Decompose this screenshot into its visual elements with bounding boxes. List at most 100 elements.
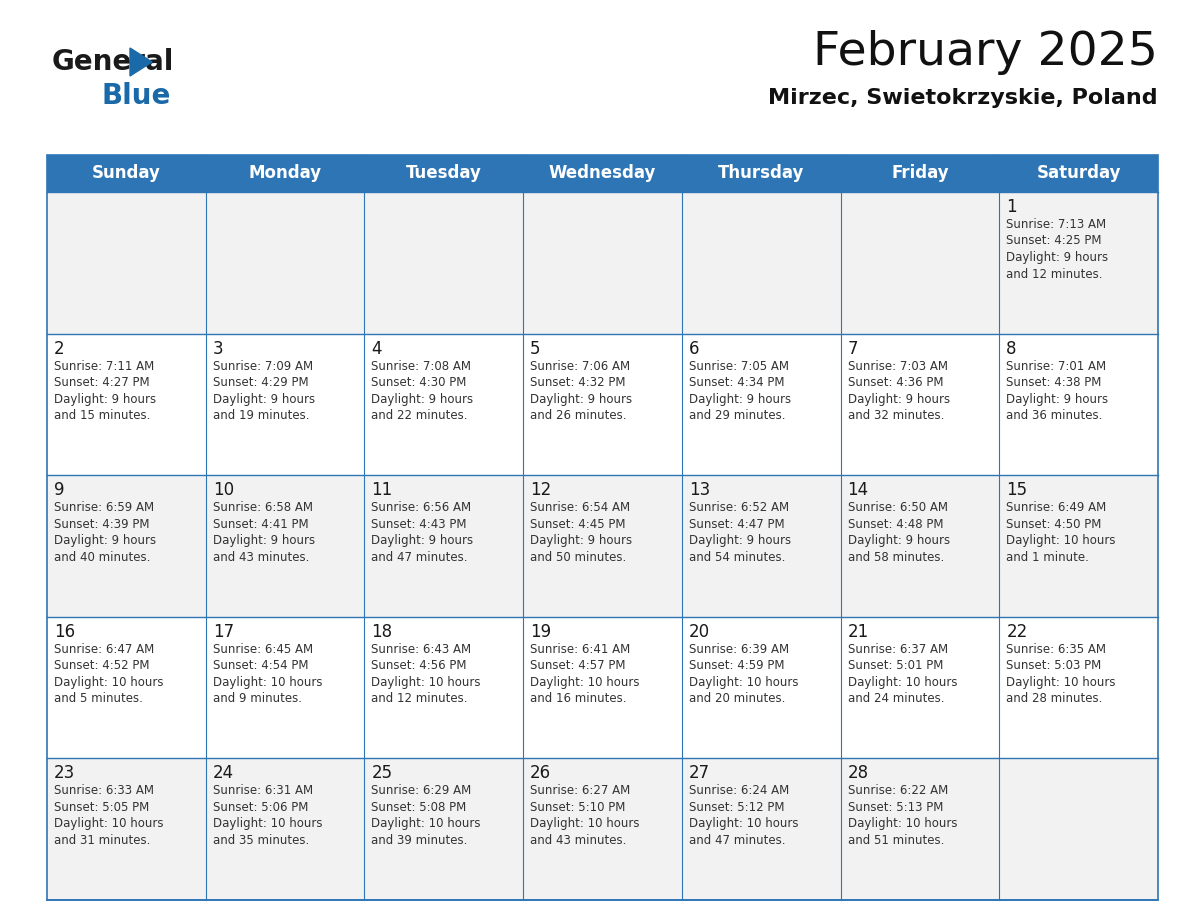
Text: Daylight: 9 hours: Daylight: 9 hours bbox=[1006, 251, 1108, 264]
Text: Sunset: 4:27 PM: Sunset: 4:27 PM bbox=[53, 376, 150, 389]
Text: Daylight: 10 hours: Daylight: 10 hours bbox=[1006, 676, 1116, 688]
Text: 17: 17 bbox=[213, 622, 234, 641]
Text: and 32 minutes.: and 32 minutes. bbox=[847, 409, 944, 422]
Text: 23: 23 bbox=[53, 765, 75, 782]
Text: Daylight: 10 hours: Daylight: 10 hours bbox=[847, 817, 958, 831]
Text: Sunset: 4:47 PM: Sunset: 4:47 PM bbox=[689, 518, 784, 531]
Text: Sunset: 4:29 PM: Sunset: 4:29 PM bbox=[213, 376, 309, 389]
Text: February 2025: February 2025 bbox=[813, 30, 1158, 75]
Text: Sunset: 4:38 PM: Sunset: 4:38 PM bbox=[1006, 376, 1101, 389]
Text: Daylight: 10 hours: Daylight: 10 hours bbox=[53, 817, 164, 831]
Text: Sunrise: 6:41 AM: Sunrise: 6:41 AM bbox=[530, 643, 631, 655]
Text: Sunrise: 6:35 AM: Sunrise: 6:35 AM bbox=[1006, 643, 1106, 655]
Text: Sunrise: 6:56 AM: Sunrise: 6:56 AM bbox=[372, 501, 472, 514]
Text: Sunset: 4:48 PM: Sunset: 4:48 PM bbox=[847, 518, 943, 531]
Text: Daylight: 10 hours: Daylight: 10 hours bbox=[213, 817, 322, 831]
Text: Sunrise: 6:33 AM: Sunrise: 6:33 AM bbox=[53, 784, 154, 798]
Text: Sunset: 4:59 PM: Sunset: 4:59 PM bbox=[689, 659, 784, 672]
Text: Daylight: 10 hours: Daylight: 10 hours bbox=[1006, 534, 1116, 547]
Text: Sunset: 5:01 PM: Sunset: 5:01 PM bbox=[847, 659, 943, 672]
Text: 4: 4 bbox=[372, 340, 381, 358]
Text: Sunset: 5:12 PM: Sunset: 5:12 PM bbox=[689, 800, 784, 814]
Text: General: General bbox=[52, 48, 175, 76]
Text: Sunset: 4:25 PM: Sunset: 4:25 PM bbox=[1006, 234, 1101, 248]
Text: Sunset: 4:43 PM: Sunset: 4:43 PM bbox=[372, 518, 467, 531]
Text: Sunday: Sunday bbox=[91, 164, 160, 183]
Text: 7: 7 bbox=[847, 340, 858, 358]
Text: Tuesday: Tuesday bbox=[406, 164, 481, 183]
Text: Sunrise: 7:11 AM: Sunrise: 7:11 AM bbox=[53, 360, 154, 373]
Text: and 50 minutes.: and 50 minutes. bbox=[530, 551, 626, 564]
Text: and 40 minutes.: and 40 minutes. bbox=[53, 551, 151, 564]
Text: Daylight: 9 hours: Daylight: 9 hours bbox=[530, 393, 632, 406]
Text: 21: 21 bbox=[847, 622, 868, 641]
Text: and 22 minutes.: and 22 minutes. bbox=[372, 409, 468, 422]
Text: 24: 24 bbox=[213, 765, 234, 782]
Text: Sunrise: 6:50 AM: Sunrise: 6:50 AM bbox=[847, 501, 948, 514]
Text: Wednesday: Wednesday bbox=[549, 164, 656, 183]
Text: Sunrise: 6:47 AM: Sunrise: 6:47 AM bbox=[53, 643, 154, 655]
Bar bbox=[48, 333, 1158, 476]
Text: Sunset: 4:32 PM: Sunset: 4:32 PM bbox=[530, 376, 626, 389]
Text: Sunset: 5:08 PM: Sunset: 5:08 PM bbox=[372, 800, 467, 814]
Text: Sunrise: 6:43 AM: Sunrise: 6:43 AM bbox=[372, 643, 472, 655]
Text: Sunrise: 7:01 AM: Sunrise: 7:01 AM bbox=[1006, 360, 1106, 373]
Text: 19: 19 bbox=[530, 622, 551, 641]
Text: 22: 22 bbox=[1006, 622, 1028, 641]
Text: and 9 minutes.: and 9 minutes. bbox=[213, 692, 302, 705]
Text: Sunset: 5:06 PM: Sunset: 5:06 PM bbox=[213, 800, 308, 814]
Text: 25: 25 bbox=[372, 765, 392, 782]
Text: Sunrise: 7:13 AM: Sunrise: 7:13 AM bbox=[1006, 218, 1106, 231]
Text: 13: 13 bbox=[689, 481, 710, 499]
Text: Sunrise: 6:22 AM: Sunrise: 6:22 AM bbox=[847, 784, 948, 798]
Text: 10: 10 bbox=[213, 481, 234, 499]
Text: 27: 27 bbox=[689, 765, 710, 782]
Text: Sunrise: 7:09 AM: Sunrise: 7:09 AM bbox=[213, 360, 312, 373]
Text: 28: 28 bbox=[847, 765, 868, 782]
Text: Sunset: 4:45 PM: Sunset: 4:45 PM bbox=[530, 518, 626, 531]
Text: Sunrise: 7:08 AM: Sunrise: 7:08 AM bbox=[372, 360, 472, 373]
Text: 1: 1 bbox=[1006, 198, 1017, 216]
Text: Daylight: 9 hours: Daylight: 9 hours bbox=[53, 393, 156, 406]
Text: Sunset: 5:03 PM: Sunset: 5:03 PM bbox=[1006, 659, 1101, 672]
Text: Sunset: 5:05 PM: Sunset: 5:05 PM bbox=[53, 800, 150, 814]
Text: Thursday: Thursday bbox=[718, 164, 804, 183]
Text: Daylight: 10 hours: Daylight: 10 hours bbox=[689, 676, 798, 688]
Bar bbox=[48, 617, 1158, 758]
Text: and 29 minutes.: and 29 minutes. bbox=[689, 409, 785, 422]
Text: and 47 minutes.: and 47 minutes. bbox=[372, 551, 468, 564]
Text: Sunset: 4:36 PM: Sunset: 4:36 PM bbox=[847, 376, 943, 389]
Text: and 36 minutes.: and 36 minutes. bbox=[1006, 409, 1102, 422]
Bar bbox=[48, 155, 1158, 900]
Text: Sunset: 4:30 PM: Sunset: 4:30 PM bbox=[372, 376, 467, 389]
Text: Sunrise: 6:59 AM: Sunrise: 6:59 AM bbox=[53, 501, 154, 514]
Bar bbox=[48, 476, 1158, 617]
Text: Sunrise: 6:39 AM: Sunrise: 6:39 AM bbox=[689, 643, 789, 655]
Text: Daylight: 9 hours: Daylight: 9 hours bbox=[53, 534, 156, 547]
Text: Sunset: 4:56 PM: Sunset: 4:56 PM bbox=[372, 659, 467, 672]
Text: and 15 minutes.: and 15 minutes. bbox=[53, 409, 151, 422]
Text: Sunrise: 6:45 AM: Sunrise: 6:45 AM bbox=[213, 643, 312, 655]
Text: 15: 15 bbox=[1006, 481, 1028, 499]
Polygon shape bbox=[129, 48, 152, 76]
Text: Sunrise: 6:29 AM: Sunrise: 6:29 AM bbox=[372, 784, 472, 798]
Text: and 43 minutes.: and 43 minutes. bbox=[213, 551, 309, 564]
Text: 11: 11 bbox=[372, 481, 393, 499]
Text: Daylight: 9 hours: Daylight: 9 hours bbox=[213, 534, 315, 547]
Text: 5: 5 bbox=[530, 340, 541, 358]
Text: Blue: Blue bbox=[102, 82, 171, 110]
Text: Sunset: 4:39 PM: Sunset: 4:39 PM bbox=[53, 518, 150, 531]
Text: Sunset: 4:34 PM: Sunset: 4:34 PM bbox=[689, 376, 784, 389]
Text: Sunset: 5:13 PM: Sunset: 5:13 PM bbox=[847, 800, 943, 814]
Text: and 28 minutes.: and 28 minutes. bbox=[1006, 692, 1102, 705]
Text: Daylight: 9 hours: Daylight: 9 hours bbox=[372, 393, 474, 406]
Text: and 1 minute.: and 1 minute. bbox=[1006, 551, 1089, 564]
Text: Daylight: 9 hours: Daylight: 9 hours bbox=[689, 534, 791, 547]
Text: and 51 minutes.: and 51 minutes. bbox=[847, 834, 944, 847]
Text: Daylight: 9 hours: Daylight: 9 hours bbox=[847, 534, 949, 547]
Text: Sunrise: 6:37 AM: Sunrise: 6:37 AM bbox=[847, 643, 948, 655]
Text: 16: 16 bbox=[53, 622, 75, 641]
Text: Daylight: 9 hours: Daylight: 9 hours bbox=[213, 393, 315, 406]
Text: and 47 minutes.: and 47 minutes. bbox=[689, 834, 785, 847]
Text: Sunrise: 7:06 AM: Sunrise: 7:06 AM bbox=[530, 360, 631, 373]
